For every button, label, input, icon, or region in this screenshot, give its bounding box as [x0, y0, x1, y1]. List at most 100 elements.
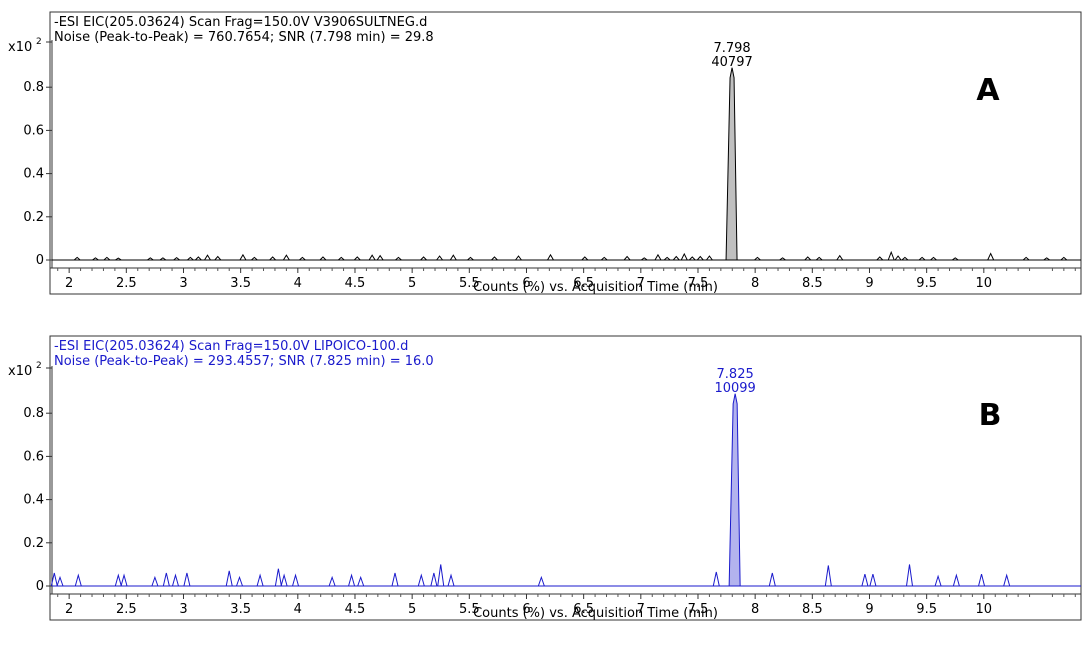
chart-panel-b: -ESI EIC(205.03624) Scan Frag=150.0V LIP…: [8, 335, 1082, 621]
noise-spike: [187, 256, 194, 261]
x-tick-label: 3: [179, 276, 187, 291]
peak-area-label: 10099: [714, 381, 755, 396]
x-tick-label: 3.5: [230, 602, 251, 617]
noise-spike: [640, 257, 648, 261]
x-tick-label: 10: [976, 602, 993, 617]
noise-spike: [861, 573, 869, 587]
noise-spike: [887, 250, 895, 261]
chart-panel-a: -ESI EIC(205.03624) Scan Frag=150.0V V39…: [8, 11, 1082, 295]
x-tick-label: 4: [294, 602, 302, 617]
y-scale-label: x10: [8, 40, 32, 55]
noise-spike: [815, 256, 823, 261]
noise-spike: [417, 573, 425, 587]
main-peak: [728, 393, 741, 587]
noise-spike: [951, 257, 959, 261]
y-tick-label: 0.6: [23, 123, 44, 138]
noise-spike: [151, 575, 159, 587]
noise-spike: [280, 573, 288, 587]
y-scale-exponent: 2: [36, 361, 42, 371]
noise-spike: [978, 573, 986, 587]
noise-spike: [934, 574, 942, 587]
noise-spike: [120, 573, 128, 587]
noise-spike: [159, 257, 167, 261]
noise-spike: [357, 575, 365, 587]
noise-spike: [147, 257, 154, 261]
noise-spike: [436, 255, 443, 261]
x-tick-label: 8.5: [802, 276, 823, 291]
x-tick-label: 4.5: [345, 276, 366, 291]
noise-spike: [930, 256, 937, 261]
noise-spike: [706, 255, 713, 261]
noise-spike: [214, 255, 222, 261]
noise-spike: [1043, 257, 1050, 261]
noise-spike: [256, 573, 264, 587]
x-tick-label: 5: [408, 602, 416, 617]
noise-spike: [74, 573, 82, 587]
panel-letter: A: [976, 73, 1000, 108]
noise-spike: [437, 564, 445, 587]
header-line-1: -ESI EIC(205.03624) Scan Frag=150.0V LIP…: [54, 339, 408, 354]
noise-spike: [537, 575, 545, 587]
noise-spike: [225, 570, 233, 587]
x-tick-label: 9: [865, 602, 873, 617]
x-tick-label: 5.5: [459, 602, 480, 617]
noise-spike: [804, 256, 812, 261]
y-tick-label: 0.4: [23, 493, 44, 508]
noise-spike: [1060, 256, 1068, 261]
noise-spike: [395, 256, 402, 261]
noise-spike: [114, 573, 122, 587]
x-tick-label: 9: [865, 276, 873, 291]
noise-spike: [183, 572, 191, 587]
noise-spike: [194, 256, 202, 261]
noise-spike: [391, 572, 399, 587]
noise-spike: [869, 573, 877, 587]
noise-spike: [56, 575, 64, 587]
x-tick-label: 3: [179, 602, 187, 617]
y-tick-label: 0.4: [23, 167, 44, 182]
noise-spike: [337, 256, 345, 261]
y-scale-label: x10: [8, 364, 32, 379]
noise-spike: [876, 256, 884, 261]
noise-spike: [696, 255, 704, 261]
x-tick-label: 2: [65, 276, 73, 291]
x-tick-label: 8: [751, 602, 759, 617]
noise-spike: [754, 256, 761, 261]
x-tick-label: 6.5: [573, 602, 594, 617]
noise-spike: [768, 572, 776, 587]
noise-spike: [447, 573, 455, 587]
noise-spike: [269, 256, 277, 261]
noise-spike: [663, 256, 671, 261]
x-axis-label: Counts (%) vs. Acquisition Time (min): [473, 606, 718, 621]
y-tick-label: 0: [36, 253, 44, 268]
noise-spike: [103, 256, 111, 261]
x-tick-label: 2.5: [116, 602, 137, 617]
x-tick-label: 10: [976, 276, 993, 291]
noise-spike: [654, 253, 662, 261]
noise-spike: [824, 565, 832, 587]
main-peak: [725, 67, 738, 261]
x-tick-label: 2: [65, 602, 73, 617]
noise-spike: [712, 571, 720, 587]
noise-spike: [680, 252, 688, 261]
x-tick-label: 5.5: [459, 276, 480, 291]
noise-spike: [1003, 573, 1011, 587]
peak-time-label: 7.798: [713, 41, 750, 56]
noise-spike: [173, 256, 180, 261]
y-tick-label: 0.6: [23, 449, 44, 464]
noise-spike: [251, 256, 258, 261]
y-tick-label: 0: [36, 579, 44, 594]
noise-spike: [73, 256, 81, 261]
noise-spike: [491, 256, 498, 261]
noise-spike: [171, 573, 179, 587]
y-tick-label: 0.8: [23, 80, 44, 95]
noise-spike: [368, 254, 376, 261]
noise-spike: [987, 252, 995, 261]
noise-spike: [894, 255, 902, 261]
x-tick-label: 7: [637, 602, 645, 617]
noise-spike: [918, 256, 926, 261]
noise-spike: [328, 575, 336, 587]
header-line-2: Noise (Peak-to-Peak) = 760.7654; SNR (7.…: [54, 30, 434, 45]
noise-spike: [92, 257, 99, 261]
noise-spike: [204, 254, 211, 261]
x-tick-label: 9.5: [916, 276, 937, 291]
